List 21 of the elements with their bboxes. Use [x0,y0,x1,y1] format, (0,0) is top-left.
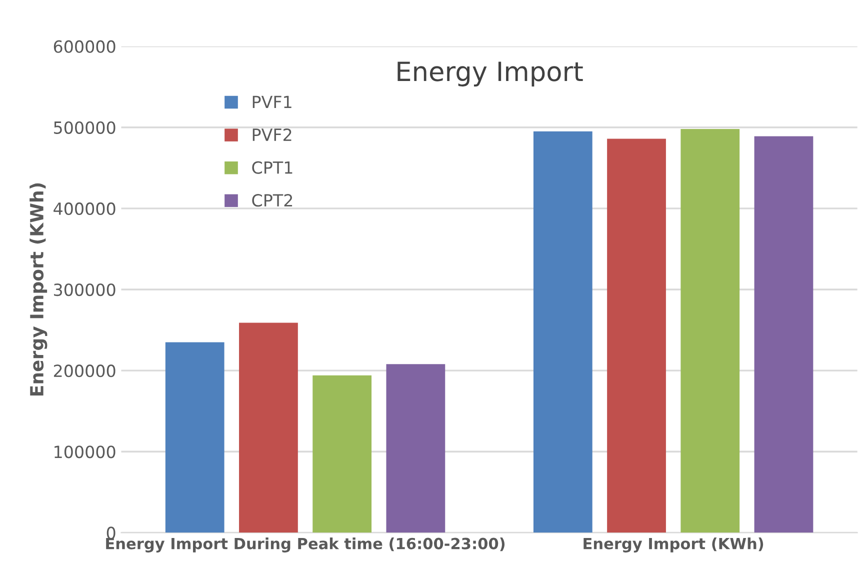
bar [607,138,666,533]
y-tick-label: 100000 [54,446,116,458]
bar [165,342,224,533]
y-tick-label: 300000 [54,283,116,296]
x-tick-label: Energy Import During Peak time (16:00-23:00) [106,538,505,552]
text: Energy Import [398,62,583,86]
y-axis-title: Energy Import (KWh) [30,183,48,396]
legend-label: PVF1 [252,96,292,108]
y-tick-label: 200000 [54,364,116,378]
legend-label: CPT1 [252,161,292,174]
y-tick-label: 400000 [54,202,116,216]
y-tick-label: 600000 [54,40,116,53]
legend-label: PVF2 [252,128,292,141]
legend-label: CPT2 [252,194,292,207]
bar [239,322,298,533]
bar [533,131,592,533]
bar [754,136,814,533]
y-tick-label: 500000 [54,121,116,134]
bar [680,129,740,533]
bar [386,364,446,533]
bar [312,375,372,533]
